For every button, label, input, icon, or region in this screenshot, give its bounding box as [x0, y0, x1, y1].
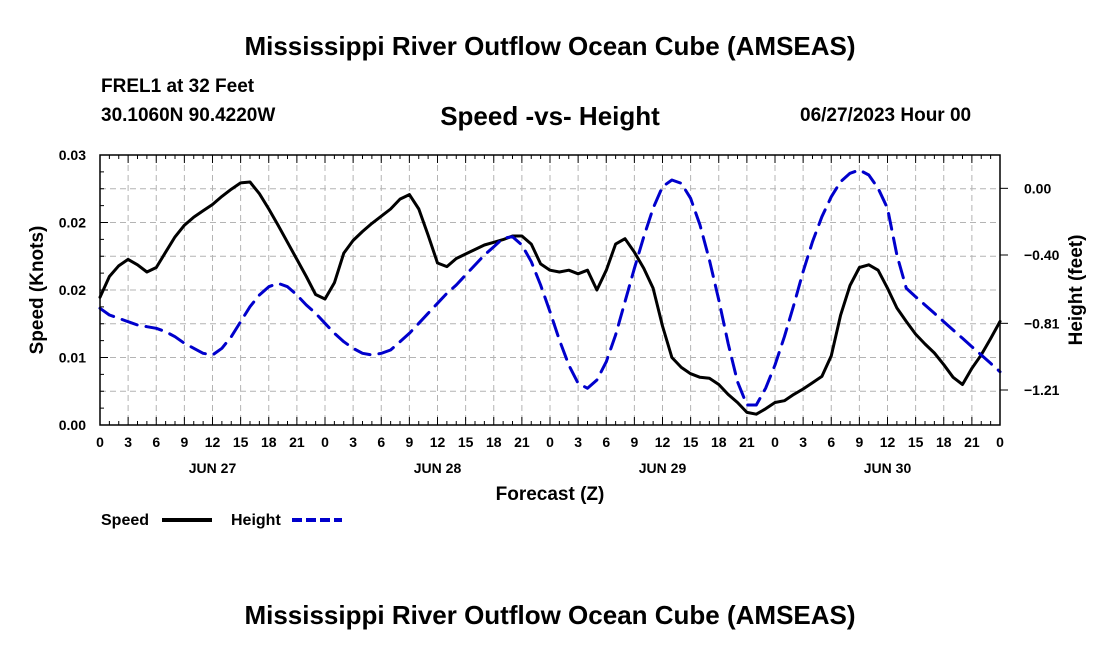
series-line-height: [98, 168, 1002, 407]
x-tick-label: 18: [711, 434, 727, 450]
x-tick-label: 21: [514, 434, 530, 450]
x-tick-label: 0: [96, 434, 104, 450]
x-axis-title: Forecast (Z): [496, 484, 605, 505]
chart-subtitle: Speed -vs- Height: [440, 101, 660, 131]
x-tick-label: 12: [655, 434, 671, 450]
x-tick-label: 12: [205, 434, 221, 450]
x-tick-label: 3: [349, 434, 357, 450]
x-tick-label: 9: [180, 434, 188, 450]
station-label: FREL1 at 32 Feet: [101, 76, 255, 97]
y2-tick-label: −0.81: [1024, 315, 1060, 331]
x-tick-label: 6: [827, 434, 835, 450]
x-tick-label: 15: [458, 434, 474, 450]
day-label: JUN 29: [639, 460, 687, 476]
y-tick-label: 0.02: [59, 215, 86, 231]
y2-axis-title: Height (feet): [1066, 235, 1087, 346]
x-tick-label: 12: [880, 434, 896, 450]
y-tick-label: 0.01: [59, 350, 86, 366]
x-tick-label: 15: [908, 434, 924, 450]
x-tick-label: 21: [964, 434, 980, 450]
x-tick-label: 6: [602, 434, 610, 450]
footer-title: Mississippi River Outflow Ocean Cube (AM…: [244, 600, 856, 630]
x-tick-label: 15: [233, 434, 249, 450]
x-tick-label: 9: [855, 434, 863, 450]
x-tick-label: 21: [739, 434, 755, 450]
x-tick-label: 9: [405, 434, 413, 450]
x-tick-label: 3: [799, 434, 807, 450]
x-tick-label: 21: [289, 434, 305, 450]
x-tick-label: 6: [152, 434, 160, 450]
grid-lines: [99, 155, 1001, 425]
series-line-speed: [98, 180, 1002, 416]
y2-tick-label: −0.40: [1024, 247, 1060, 263]
x-tick-label: 12: [430, 434, 446, 450]
forecast-datetime: 06/27/2023 Hour 00: [800, 105, 972, 126]
legend: Speed Height: [101, 512, 342, 529]
x-tick-label: 18: [261, 434, 277, 450]
x-tick-label: 3: [124, 434, 132, 450]
x-tick-label: 3: [574, 434, 582, 450]
y-tick-label: 0.02: [59, 282, 86, 298]
x-tick-label: 15: [683, 434, 699, 450]
x-tick-label: 18: [936, 434, 952, 450]
x-tick-label: 9: [630, 434, 638, 450]
y-tick-label: 0.00: [59, 417, 86, 433]
x-tick-label: 0: [771, 434, 779, 450]
x-tick-label: 0: [996, 434, 1004, 450]
y-tick-label: 0.03: [59, 147, 86, 163]
y2-tick-label: −1.21: [1024, 382, 1060, 398]
series-layer: [98, 168, 1002, 416]
day-label: JUN 27: [189, 460, 237, 476]
x-tick-label: 0: [546, 434, 554, 450]
main-title: Mississippi River Outflow Ocean Cube (AM…: [244, 31, 856, 61]
day-label: JUN 30: [864, 460, 912, 476]
x-tick-label: 0: [321, 434, 329, 450]
legend-label-height: Height: [231, 512, 281, 529]
day-label: JUN 28: [414, 460, 462, 476]
x-tick-label: 6: [377, 434, 385, 450]
x-tick-label: 18: [486, 434, 502, 450]
coordinates-label: 30.1060N 90.4220W: [101, 105, 276, 126]
axis-ticks: 0 3 6 9 12 15 18 21 0 3 6 9 12 15 18 21 0 3 6 9 12 15 18 21 0 3 6 9…: [59, 147, 1060, 476]
y2-tick-label: 0.00: [1024, 180, 1051, 196]
y-axis-title: Speed (Knots): [27, 226, 48, 355]
legend-label-speed: Speed: [101, 512, 149, 529]
